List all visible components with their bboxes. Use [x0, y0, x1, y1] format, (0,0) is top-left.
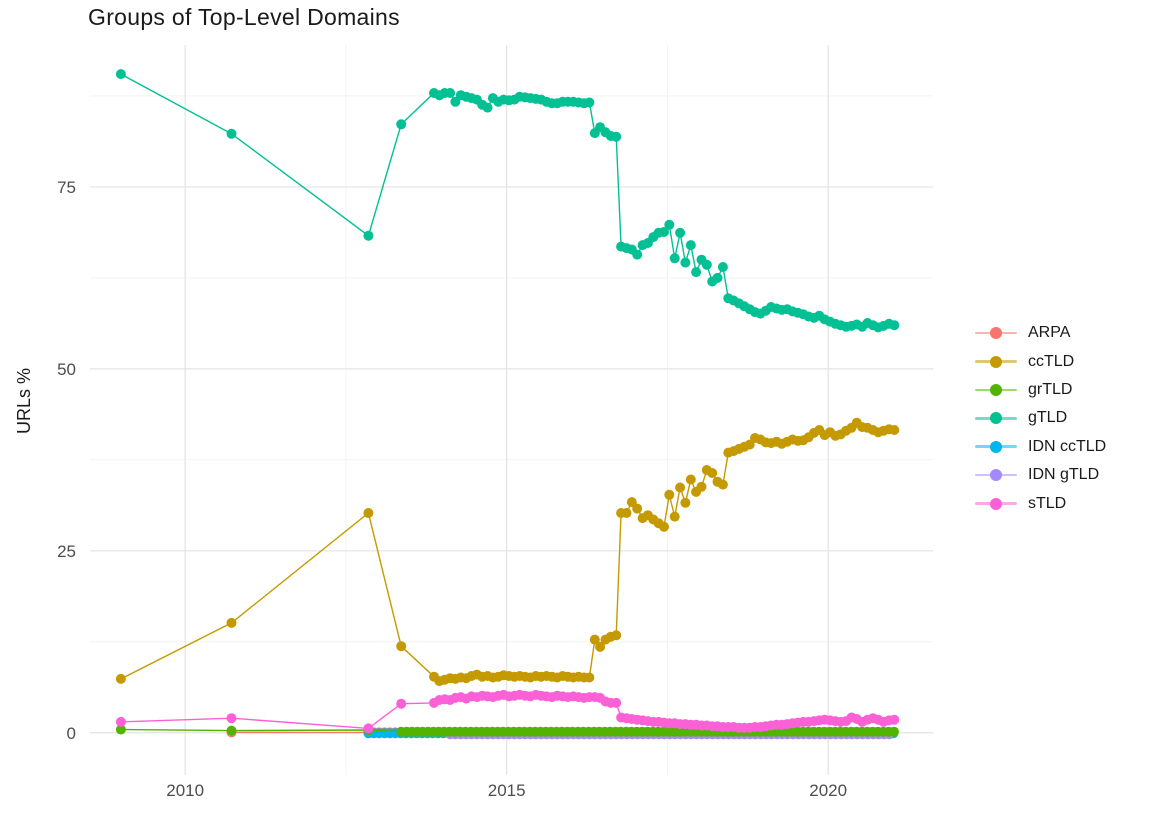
data-point: [595, 641, 606, 652]
legend-label: grTLD: [1028, 380, 1073, 398]
data-point: [889, 714, 900, 725]
axis-tick-labels: 0 25 50 75 2010 2015 2020: [57, 178, 847, 800]
legend-key-icon: [975, 355, 1017, 369]
legend-label: IDN ccTLD: [1028, 437, 1107, 455]
legend-label: IDN gTLD: [1028, 466, 1100, 484]
data-point: [584, 672, 595, 683]
data-point: [669, 253, 680, 264]
data-point: [691, 267, 702, 278]
data-point: [226, 713, 237, 724]
data-point: [611, 131, 622, 142]
data-point: [712, 272, 723, 283]
data-point: [621, 508, 632, 518]
data-point: [115, 724, 126, 735]
data-point: [226, 128, 237, 139]
data-point: [675, 227, 686, 238]
data-point: [675, 482, 686, 493]
data-point: [445, 88, 456, 98]
legend-key-icon: [975, 440, 1017, 454]
series-gtld: [115, 69, 900, 333]
data-point: [889, 425, 900, 435]
data-point: [363, 230, 374, 241]
data-point: [115, 69, 126, 80]
data-point: [685, 474, 696, 485]
data-point: [664, 219, 675, 230]
data-point: [717, 262, 728, 272]
data-point: [717, 479, 728, 490]
data-point: [396, 698, 407, 709]
data-point: [696, 481, 707, 492]
data-point: [396, 119, 407, 130]
y-tick-label: 0: [67, 724, 76, 743]
data-point: [611, 697, 622, 708]
legend-item-idn-gtld: IDN gTLD: [975, 461, 1106, 489]
data-point: [363, 508, 374, 518]
data-point: [680, 497, 691, 508]
data-point: [589, 634, 600, 645]
data-point: [115, 716, 126, 727]
legend-key-icon: [975, 383, 1017, 397]
legend-key-icon: [975, 497, 1017, 511]
legend-item-grtld: grTLD: [975, 376, 1106, 404]
legend-key-icon: [975, 326, 1017, 340]
series-grtld: [115, 724, 899, 737]
chart-title: Groups of Top-Level Domains: [88, 4, 400, 30]
legend-item-gtld: gTLD: [975, 404, 1106, 432]
series-stld: [115, 689, 900, 734]
data-point: [115, 673, 126, 684]
data-point: [669, 511, 680, 522]
y-tick-label: 25: [57, 542, 76, 561]
data-point: [680, 257, 691, 268]
legend-item-arpa: ARPA: [975, 319, 1106, 347]
data-point: [632, 249, 643, 260]
data-point: [396, 641, 407, 652]
data-point: [450, 96, 461, 107]
series-cctld: [115, 417, 900, 687]
legend-label: ARPA: [1028, 324, 1071, 342]
data-point: [363, 723, 374, 734]
legend-item-stld: sTLD: [975, 489, 1106, 517]
legend: ARPA ccTLD grTLD gTLD IDN ccTLD IDN gTLD sTLD: [975, 319, 1106, 518]
legend-key-icon: [975, 411, 1017, 425]
data-point: [659, 227, 669, 237]
data-point: [685, 240, 696, 251]
legend-label: sTLD: [1028, 494, 1067, 512]
y-tick-label: 75: [57, 178, 76, 197]
data-point: [889, 726, 899, 737]
data-point: [889, 320, 900, 331]
data-point: [701, 259, 712, 270]
legend-label: gTLD: [1028, 409, 1068, 427]
data-point: [611, 630, 622, 641]
data-point: [632, 503, 643, 514]
data-point: [707, 468, 718, 478]
x-tick-label: 2010: [166, 781, 204, 800]
gridlines: [90, 45, 933, 775]
y-tick-label: 50: [57, 360, 76, 379]
x-tick-label: 2015: [488, 781, 526, 800]
legend-label: ccTLD: [1028, 352, 1075, 370]
data-point: [659, 521, 669, 532]
data-point: [584, 97, 595, 108]
legend-item-idn-cctld: IDN ccTLD: [975, 433, 1106, 461]
legend-item-cctld: ccTLD: [975, 347, 1106, 375]
data-point: [226, 617, 237, 628]
data-point: [226, 725, 237, 736]
data-point: [664, 489, 675, 500]
data-point: [482, 102, 493, 113]
legend-key-icon: [975, 468, 1017, 482]
y-axis-title: URLs %: [14, 368, 34, 435]
x-tick-label: 2020: [809, 781, 847, 800]
